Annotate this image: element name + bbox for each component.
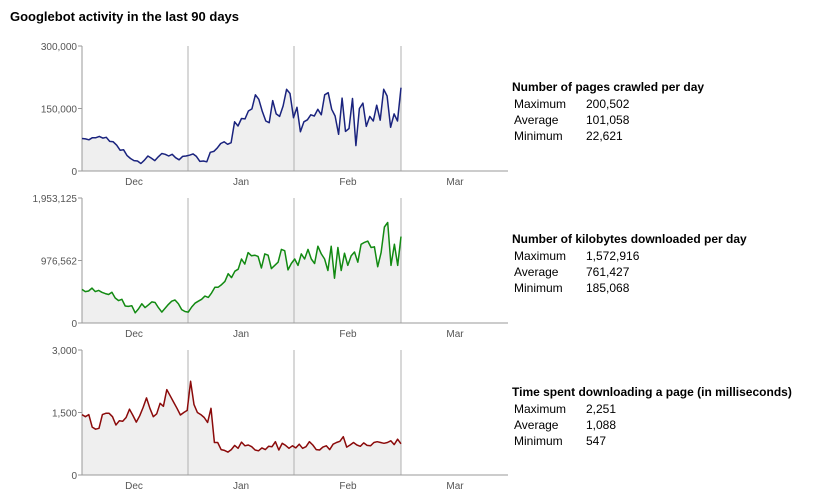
stat-row-minimum: Minimum 185,068 xyxy=(512,281,639,297)
stat-value: 547 xyxy=(586,434,607,448)
stat-value: 22,621 xyxy=(586,129,623,143)
y-tick-label: 1,953,125 xyxy=(33,194,78,205)
stat-label: Minimum xyxy=(514,434,563,448)
stat-label: Average xyxy=(514,113,559,127)
x-tick-label: Feb xyxy=(339,481,357,492)
stat-value: 185,068 xyxy=(586,281,630,295)
x-tick-label: Feb xyxy=(339,177,357,188)
series-area xyxy=(82,87,401,171)
series-line xyxy=(81,87,402,165)
x-tick-label: Mar xyxy=(446,329,464,340)
stat-label: Average xyxy=(514,265,559,279)
x-tick-label: Dec xyxy=(125,481,143,492)
stat-row-maximum: Maximum 1,572,916 xyxy=(512,249,639,265)
x-tick-label: Mar xyxy=(446,177,464,188)
stats-table: Maximum 1,572,916 Average 761,427 Minimu… xyxy=(512,249,639,297)
stats-heading: Number of kilobytes downloaded per day xyxy=(512,232,747,246)
x-tick-label: Dec xyxy=(125,329,143,340)
x-tick-label: Jan xyxy=(233,481,249,492)
stat-value: 200,502 xyxy=(586,97,630,111)
stat-label: Average xyxy=(514,418,559,432)
kilobytes-downloaded-chart: 1,953,125 976,562 0 Dec Jan Feb Mar xyxy=(33,194,508,340)
x-tick-label: Dec xyxy=(125,177,143,188)
y-tick-label: 976,562 xyxy=(41,257,78,268)
y-tick-label: 0 xyxy=(71,319,77,330)
stat-value: 1,572,916 xyxy=(586,249,640,263)
y-tick-label: 0 xyxy=(71,167,77,178)
x-tick-label: Jan xyxy=(233,329,249,340)
download-time-chart: 3,000 1,500 0 Dec Jan Feb Mar xyxy=(52,346,508,492)
stat-value: 761,427 xyxy=(586,265,630,279)
series-line xyxy=(81,380,402,453)
stats-table: Maximum 200,502 Average 101,058 Minimum … xyxy=(512,97,629,145)
x-tick-label: Feb xyxy=(339,329,357,340)
series-line xyxy=(81,221,402,314)
stat-value: 1,088 xyxy=(586,418,617,432)
stat-value: 2,251 xyxy=(586,402,617,416)
stats-table: Maximum 2,251 Average 1,088 Minimum 547 xyxy=(512,402,616,450)
stat-row-average: Average 101,058 xyxy=(512,113,629,129)
stat-row-average: Average 761,427 xyxy=(512,265,639,281)
pages-crawled-chart: 300,000 150,000 0 Dec Jan Feb Mar xyxy=(41,42,508,188)
stat-row-maximum: Maximum 2,251 xyxy=(512,402,616,418)
stats-heading: Number of pages crawled per day xyxy=(512,80,705,94)
series-area xyxy=(82,381,401,475)
y-tick-label: 300,000 xyxy=(41,42,78,53)
stat-row-minimum: Minimum 22,621 xyxy=(512,129,629,145)
stat-row-minimum: Minimum 547 xyxy=(512,434,616,450)
stats-heading: Time spent downloading a page (in millis… xyxy=(512,385,792,399)
pages-crawled-stats: Number of pages crawled per day Maximum … xyxy=(512,80,704,145)
y-tick-label: 0 xyxy=(71,471,77,482)
kilobytes-downloaded-stats: Number of kilobytes downloaded per day M… xyxy=(512,232,747,297)
x-tick-label: Mar xyxy=(446,481,464,492)
stat-label: Minimum xyxy=(514,281,563,295)
stat-value: 101,058 xyxy=(586,113,630,127)
stat-label: Maximum xyxy=(514,249,567,263)
stat-row-average: Average 1,088 xyxy=(512,418,616,434)
stat-label: Maximum xyxy=(514,402,567,416)
y-tick-label: 3,000 xyxy=(52,346,77,357)
page-title: Googlebot activity in the last 90 days xyxy=(10,9,240,24)
x-tick-label: Jan xyxy=(233,177,249,188)
stat-row-maximum: Maximum 200,502 xyxy=(512,97,629,113)
stat-label: Minimum xyxy=(514,129,563,143)
y-tick-label: 150,000 xyxy=(41,105,78,116)
series-area xyxy=(82,222,401,323)
stat-label: Maximum xyxy=(514,97,567,111)
y-tick-label: 1,500 xyxy=(52,409,77,420)
download-time-stats: Time spent downloading a page (in millis… xyxy=(512,385,792,450)
